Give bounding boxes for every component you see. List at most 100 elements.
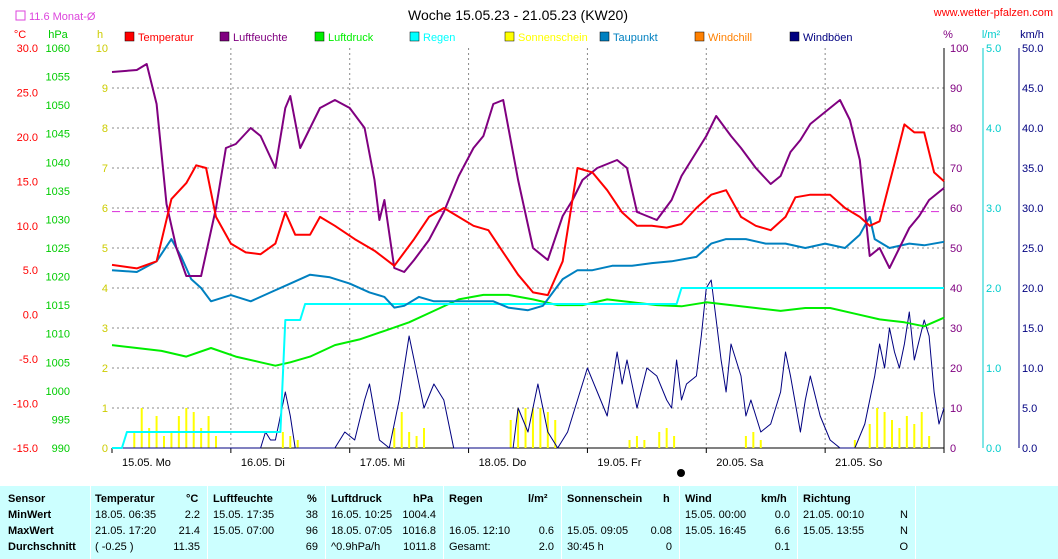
divider — [679, 486, 680, 559]
wind-tick: 45.0 — [1022, 83, 1043, 95]
pressure-tick: 990 — [52, 443, 70, 455]
temperature-tick: 15.0 — [17, 176, 38, 188]
sunshine-bar — [554, 420, 557, 448]
pressure-tick: 1045 — [46, 129, 70, 141]
stats-header-row: Sensor Temperatur °C Luftfeuchte % Luftd… — [0, 493, 1058, 507]
temperature-tick: 20.0 — [17, 132, 38, 144]
divider — [443, 486, 444, 559]
sunshine-bar — [635, 436, 638, 448]
sunshine-bar — [408, 432, 411, 448]
sunshine-bar — [423, 428, 425, 448]
legend-label: Luftfeuchte — [233, 32, 287, 44]
sunshine-bar — [289, 436, 292, 448]
wind-tick: 15.0 — [1022, 323, 1043, 335]
wind-tick: 20.0 — [1022, 283, 1043, 295]
pressure-tick: 1020 — [46, 272, 70, 284]
website-link[interactable]: www.wetter-pfalzen.com — [933, 7, 1053, 19]
temperature-tick: -5.0 — [19, 354, 38, 366]
rain-tick: 4.0 — [986, 123, 1001, 135]
divider — [915, 486, 916, 559]
wind-tick: 30.0 — [1022, 203, 1043, 215]
hum-time: 15.05. 17:35 — [213, 509, 275, 521]
sunshine-bar — [281, 432, 284, 448]
hum-value: 96 — [305, 525, 318, 537]
wind-tick: 5.0 — [1022, 403, 1037, 415]
series-line-temperatur — [111, 123, 945, 297]
sunshine-tick: 0 — [102, 443, 108, 455]
humidity-tick: 30 — [950, 323, 962, 335]
pressure-tick: 1055 — [46, 72, 70, 84]
temperature-tick: -15.0 — [13, 443, 38, 455]
pressure-tick: 1060 — [46, 43, 70, 55]
sunshine-bar — [853, 440, 856, 448]
legend-label: Windchill — [708, 32, 752, 44]
header-sunshine: Sonnenschein — [567, 493, 643, 505]
temp-value: 21.4 — [178, 525, 200, 537]
legend-label: Windböen — [803, 32, 853, 44]
statistics-table: Sensor Temperatur °C Luftfeuchte % Luftd… — [0, 486, 1058, 559]
legend-label: Luftdruck — [328, 32, 374, 44]
sunshine-bar — [170, 432, 173, 448]
pressure-tick: 1050 — [46, 100, 70, 112]
header-wind-unit: km/h — [761, 493, 787, 505]
humidity-tick: 100 — [950, 43, 968, 55]
pressure-tick: 1030 — [46, 214, 70, 226]
temp-time: ( -0.25 ) — [95, 541, 134, 553]
humidity-tick: 0 — [950, 443, 956, 455]
sunshine-bar — [920, 412, 923, 448]
press-time: 18.05. 07:05 — [331, 525, 393, 537]
temperature-tick: 30.0 — [17, 43, 38, 55]
series-lines — [111, 63, 945, 449]
axes: 30.025.020.015.010.05.00.0-5.0-10.0-15.0… — [13, 43, 1044, 455]
sunshine-bar — [665, 428, 668, 448]
stats-max-row: MaxWert 21.05. 17:20 21.4 15.05. 07:00 9… — [0, 525, 1058, 539]
sunshine-bar — [133, 432, 136, 448]
chart-title: Woche 15.05.23 - 21.05.23 (KW20) — [408, 7, 628, 23]
dir-value: N — [900, 525, 908, 537]
series-line-regen — [112, 287, 944, 449]
series-line-luftdruck — [111, 293, 945, 367]
sunshine-tick: 4 — [102, 283, 108, 295]
pressure-tick: 1000 — [46, 386, 70, 398]
sunshine-bar — [400, 412, 403, 448]
sunshine-bar — [192, 412, 195, 448]
press-value: 1011.8 — [403, 541, 436, 553]
humidity-tick: 70 — [950, 163, 962, 175]
sunshine-bar — [913, 424, 916, 448]
pressure-tick: 995 — [52, 414, 70, 426]
sunshine-tick: 8 — [102, 123, 108, 135]
x-axis-labels: 15.05. Mo 16.05. Di 17.05. Mi 18.05. Do 19.0… — [122, 457, 882, 469]
wind-time: 15.05. 16:45 — [685, 525, 747, 537]
sun-time: 15.05. 09:05 — [567, 525, 629, 537]
x-tick-label: 17.05. Mi — [360, 457, 405, 469]
sunshine-tick: 6 — [102, 203, 108, 215]
sunshine-bar — [876, 408, 879, 448]
month-avg-label: 11.6 Monat-Ø — [29, 11, 96, 23]
sunshine-bar — [759, 440, 762, 448]
header-sunshine-unit: h — [663, 493, 670, 505]
pressure-tick: 1010 — [46, 329, 70, 341]
legend-label: Taupunkt — [613, 32, 658, 44]
pressure-tick: 1015 — [46, 300, 70, 312]
sunshine-bar — [883, 412, 886, 448]
dir-value: O — [899, 541, 908, 553]
rain-tick: 0.0 — [986, 443, 1001, 455]
unit-hpa: hPa — [48, 29, 68, 41]
series-line-windböen — [112, 279, 945, 449]
sunshine-bar — [643, 440, 646, 448]
header-pressure-unit: hPa — [413, 493, 434, 505]
sunshine-bar — [891, 420, 893, 448]
wind-value: 6.6 — [774, 525, 790, 537]
press-time: 16.05. 10:25 — [331, 509, 393, 521]
rain-tick: 1.0 — [986, 363, 1001, 375]
header-humidity-unit: % — [307, 493, 317, 505]
rain-tick: 3.0 — [986, 203, 1001, 215]
sunshine-bar — [898, 428, 901, 448]
unit-lm2: l/m² — [982, 29, 1001, 41]
divider — [325, 486, 326, 559]
temp-value: 11.35 — [173, 541, 200, 553]
rain-tick: 5.0 — [986, 43, 1001, 55]
sunshine-bar — [539, 408, 542, 448]
header-direction: Richtung — [803, 493, 851, 505]
x-tick-label: 16.05. Di — [241, 457, 285, 469]
